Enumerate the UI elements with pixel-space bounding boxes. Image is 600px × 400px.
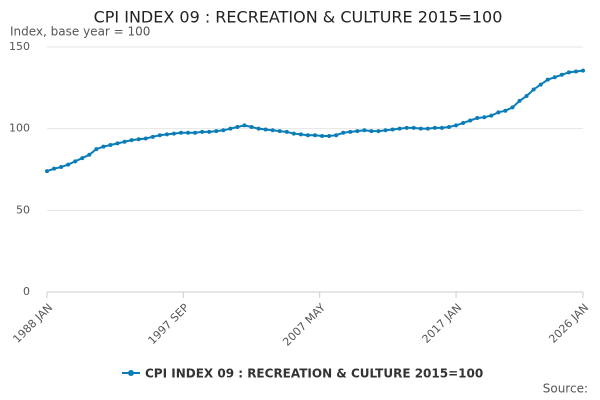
point: [566, 70, 571, 75]
point: [573, 69, 578, 74]
legend-label: CPI INDEX 09 : RECREATION & CULTURE 2015…: [145, 367, 483, 381]
y-axis-label: Index, base year = 100: [10, 25, 150, 39]
point: [87, 152, 92, 157]
point: [510, 105, 515, 110]
x-tick-label: 2017 JAN: [420, 301, 465, 346]
point: [284, 129, 289, 134]
point: [454, 123, 459, 128]
point: [221, 128, 226, 133]
point: [362, 128, 367, 133]
x-tick-label: 2026 JAN: [546, 301, 591, 346]
point: [376, 129, 381, 134]
point: [143, 136, 148, 141]
point: [411, 125, 416, 130]
point: [397, 126, 402, 131]
point: [108, 143, 113, 147]
point: [545, 77, 550, 82]
point: [334, 133, 339, 138]
point: [171, 131, 176, 136]
point: [45, 169, 49, 174]
point: [80, 156, 85, 161]
point: [249, 125, 254, 130]
point: [475, 116, 480, 121]
point: [341, 130, 346, 135]
point: [489, 113, 494, 118]
point: [242, 123, 247, 128]
point: [66, 162, 71, 167]
point: [52, 166, 57, 171]
point: [581, 68, 585, 73]
point: [94, 147, 99, 152]
point: [291, 131, 296, 136]
x-tick-label: 1997 SEP: [146, 301, 192, 347]
point: [496, 110, 501, 115]
point: [193, 130, 198, 135]
point: [517, 98, 522, 103]
point: [270, 128, 275, 133]
point: [348, 129, 353, 134]
point: [468, 118, 473, 123]
point: [73, 159, 78, 164]
point: [305, 133, 310, 138]
point: [164, 132, 169, 137]
y-tick-label: 0: [23, 285, 30, 298]
chart-title: CPI INDEX 09 : RECREATION & CULTURE 2015…: [94, 8, 503, 27]
point: [136, 137, 141, 142]
point: [447, 125, 451, 130]
point: [277, 129, 282, 134]
point: [214, 129, 219, 134]
series-line: [46, 69, 584, 173]
point: [425, 126, 430, 131]
x-tick-label: 1988 JAN: [10, 301, 55, 346]
point: [552, 75, 557, 80]
point: [207, 129, 212, 134]
point: [383, 128, 388, 133]
point: [482, 115, 487, 120]
point: [186, 130, 191, 135]
point: [101, 144, 106, 149]
point: [559, 72, 564, 77]
point: [439, 125, 444, 130]
point: [404, 125, 409, 130]
point: [157, 133, 162, 138]
y-tick-label: 150: [9, 40, 30, 53]
point: [256, 126, 261, 131]
point: [432, 125, 437, 130]
point: [355, 129, 360, 134]
y-tick-label: 50: [16, 203, 30, 216]
point: [461, 120, 466, 125]
point: [531, 87, 536, 92]
source: Source:: [543, 382, 588, 396]
point: [200, 129, 205, 134]
y-tick-label: 100: [9, 122, 30, 135]
legend-marker: [128, 370, 134, 376]
x-tick-label: 2007 MAY: [280, 301, 328, 349]
point: [418, 126, 423, 131]
point: [538, 82, 543, 87]
point: [59, 165, 64, 170]
point: [122, 139, 127, 144]
point: [320, 134, 325, 139]
point: [235, 125, 240, 130]
point: [524, 94, 529, 98]
point: [129, 138, 134, 143]
point: [263, 127, 268, 132]
point: [313, 133, 317, 138]
point: [327, 134, 332, 139]
point: [228, 126, 233, 131]
point: [503, 108, 508, 113]
point: [369, 129, 374, 134]
point: [179, 130, 183, 135]
point: [115, 141, 120, 146]
point: [390, 127, 395, 132]
point: [298, 132, 303, 137]
point: [150, 134, 155, 139]
